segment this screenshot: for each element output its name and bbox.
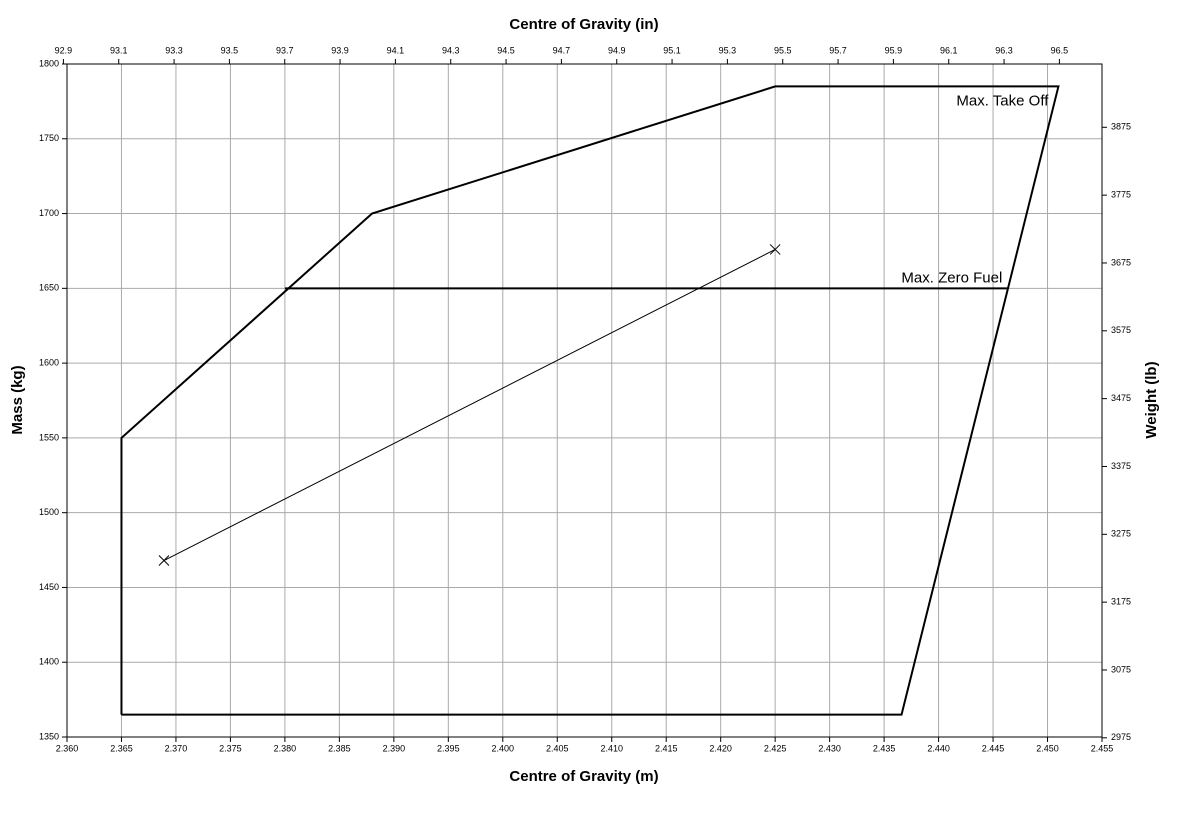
- y2-tick-label: 3375: [1111, 461, 1131, 471]
- y-tick-label: 1800: [39, 58, 59, 68]
- x2-tick-label: 94.7: [553, 45, 571, 55]
- x2-tick-label: 95.9: [885, 45, 903, 55]
- x-tick-label: 2.395: [437, 743, 460, 753]
- x-tick-label: 2.415: [655, 743, 678, 753]
- x-tick-label: 2.435: [873, 743, 896, 753]
- marker: [158, 555, 170, 566]
- y2-tick-label: 3775: [1111, 190, 1131, 200]
- x2-tick-label: 95.5: [774, 45, 792, 55]
- x-tick-label: 2.360: [56, 743, 79, 753]
- x2-tick-label: 93.7: [276, 45, 294, 55]
- marker: [769, 244, 781, 255]
- y2-tick-label: 2975: [1111, 732, 1131, 742]
- x-tick-label: 2.405: [546, 743, 569, 753]
- y2-tick-label: 3275: [1111, 529, 1131, 539]
- x-tick-label: 2.450: [1036, 743, 1059, 753]
- y2-axis-title: Weight (lb): [1143, 361, 1160, 438]
- x2-tick-label: 95.1: [663, 45, 681, 55]
- y2-tick-label: 3575: [1111, 325, 1131, 335]
- x2-tick-label: 96.1: [940, 45, 958, 55]
- x-tick-label: 2.440: [927, 743, 950, 753]
- x-tick-label: 2.365: [110, 743, 133, 753]
- x-tick-label: 2.385: [328, 743, 351, 753]
- x2-tick-label: 94.5: [497, 45, 515, 55]
- x2-tick-label: 96.5: [1051, 45, 1069, 55]
- y-axis-title: Mass (kg): [9, 365, 26, 434]
- line-label: Max. Zero Fuel: [901, 269, 1002, 286]
- x-tick-label: 2.400: [492, 743, 515, 753]
- x-tick-label: 2.380: [274, 743, 297, 753]
- x2-tick-label: 96.3: [995, 45, 1013, 55]
- y-tick-label: 1350: [39, 731, 59, 741]
- y-tick-label: 1550: [39, 432, 59, 442]
- x-tick-label: 2.410: [600, 743, 623, 753]
- x2-tick-label: 94.1: [387, 45, 405, 55]
- x2-tick-label: 95.3: [719, 45, 737, 55]
- y-tick-label: 1650: [39, 283, 59, 293]
- x2-tick-label: 92.9: [55, 45, 73, 55]
- y-tick-label: 1400: [39, 657, 59, 667]
- x-tick-label: 2.425: [764, 743, 787, 753]
- y2-tick-label: 3875: [1111, 122, 1131, 132]
- top-axis-title: Centre of Gravity (in): [509, 16, 658, 33]
- series-line: [120, 85, 1060, 716]
- y-tick-label: 1600: [39, 357, 59, 367]
- x-tick-label: 2.445: [982, 743, 1005, 753]
- series-line: [163, 249, 776, 561]
- x-tick-label: 2.390: [383, 743, 406, 753]
- y2-tick-label: 3675: [1111, 257, 1131, 267]
- x-axis-title: Centre of Gravity (m): [509, 768, 658, 785]
- y2-tick-label: 3475: [1111, 393, 1131, 403]
- x-tick-label: 2.375: [219, 743, 242, 753]
- y2-tick-label: 3175: [1111, 597, 1131, 607]
- y-tick-label: 1500: [39, 507, 59, 517]
- x-tick-label: 2.370: [165, 743, 188, 753]
- y-tick-label: 1450: [39, 582, 59, 592]
- x-tick-label: 2.430: [818, 743, 841, 753]
- plot-frame: [66, 63, 1103, 738]
- x2-tick-label: 93.1: [110, 45, 128, 55]
- x2-tick-label: 93.9: [331, 45, 349, 55]
- x2-tick-label: 94.9: [608, 45, 626, 55]
- y2-tick-label: 3075: [1111, 664, 1131, 674]
- y-tick-label: 1750: [39, 133, 59, 143]
- x-tick-label: 2.455: [1091, 743, 1114, 753]
- x2-tick-label: 93.3: [165, 45, 183, 55]
- line-label: Max. Take Off: [956, 92, 1049, 109]
- x2-tick-label: 93.5: [221, 45, 239, 55]
- x2-tick-label: 95.7: [829, 45, 847, 55]
- x2-tick-label: 94.3: [442, 45, 460, 55]
- y-tick-label: 1700: [39, 208, 59, 218]
- x-tick-label: 2.420: [709, 743, 732, 753]
